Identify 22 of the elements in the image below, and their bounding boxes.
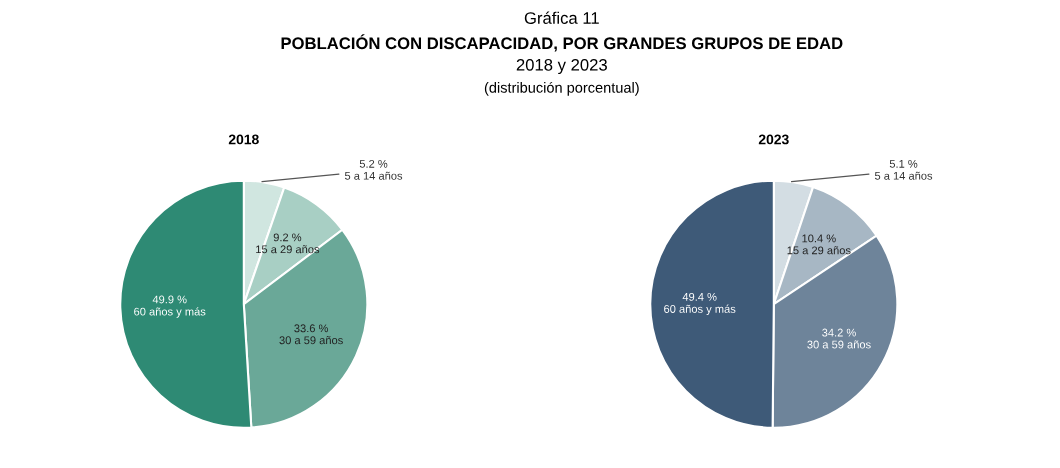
data-label: 34.2 % [822, 328, 856, 337]
data-label: 5.2 % [359, 159, 388, 168]
slice-label: 60 años y más [134, 307, 206, 318]
slice-label: 15 a 29 años [787, 246, 851, 255]
text: 2018 y 2023 [516, 58, 607, 75]
data-label: 5.1 % [889, 159, 918, 168]
data-label: 9.2 % [273, 233, 302, 242]
chart-title: 2023 [758, 134, 789, 145]
chart-title: 2018 [228, 134, 259, 145]
data-label: 33.6 % [294, 324, 329, 333]
slice-label: 5 a 14 años [344, 171, 403, 180]
text: POBLACIÓN CON DISCAPACIDAD, POR GRANDES GRUPOS DE EDAD [281, 34, 843, 52]
text: Gráfica 11 [524, 11, 599, 24]
slice-label: 30 a 59 años [807, 340, 871, 349]
slice-label: 30 a 59 años [279, 336, 343, 345]
slice-label: 5 a 14 años [874, 171, 933, 180]
text: (distribución porcentual) [484, 81, 639, 96]
data-label: 10.4 % [802, 234, 836, 243]
data-label: 49.4 % [682, 292, 717, 301]
slice-label: 15 a 29 años [256, 245, 320, 254]
data-label: 49.9 % [152, 295, 187, 304]
slice-label: 60 años y más [664, 304, 736, 316]
